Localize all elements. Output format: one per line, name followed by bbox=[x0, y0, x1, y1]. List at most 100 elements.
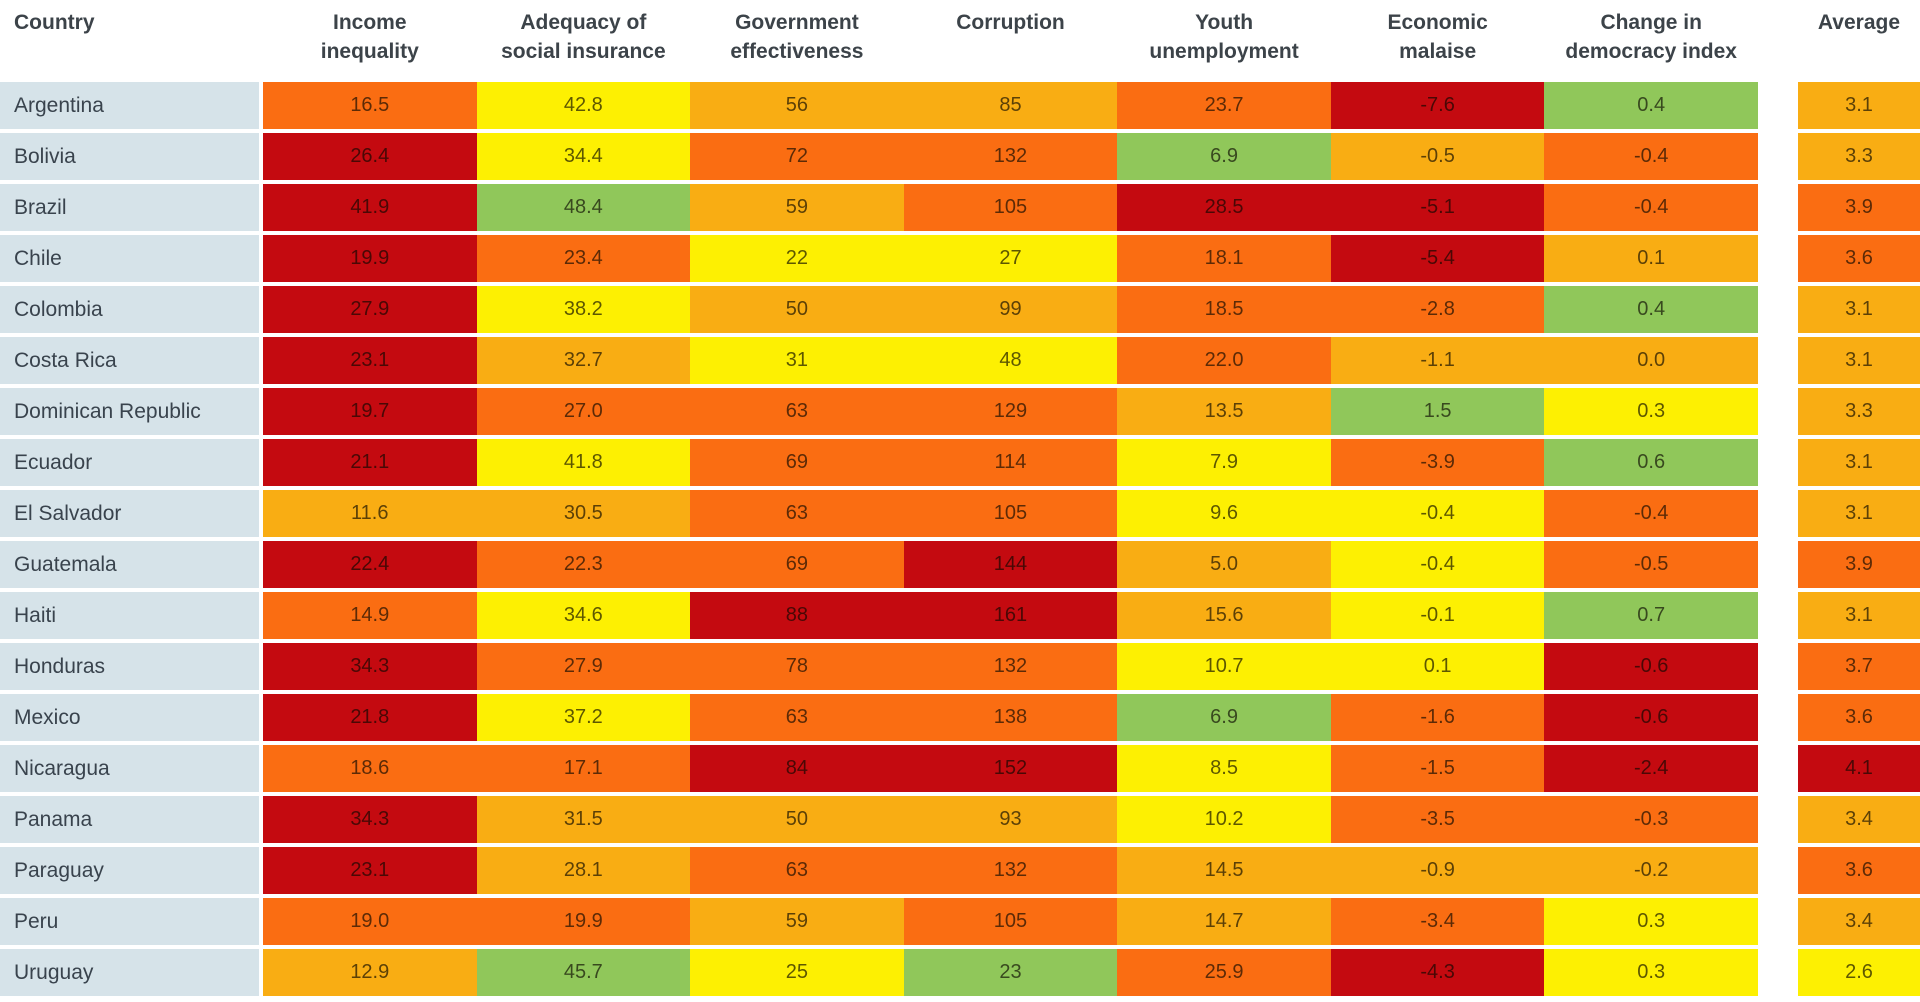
heat-cell-average: 3.6 bbox=[1797, 694, 1920, 741]
heat-cell-youth_unemployment: 15.6 bbox=[1117, 592, 1331, 639]
column-header-economic_malaise: Economic malaise bbox=[1331, 6, 1545, 66]
heat-cell-economic_malaise: -2.8 bbox=[1330, 286, 1545, 333]
column-header-change_democracy_index: Change in democracy index bbox=[1544, 6, 1758, 66]
heat-cell-average: 3.1 bbox=[1797, 82, 1920, 129]
heat-cell-youth_unemployment: 25.9 bbox=[1117, 949, 1331, 996]
country-label: Chile bbox=[0, 235, 263, 282]
heat-cell-youth_unemployment: 10.2 bbox=[1117, 796, 1331, 843]
heat-cell-corruption: 105 bbox=[903, 490, 1118, 537]
heat-cell-government_effectiveness: 69 bbox=[690, 541, 904, 588]
heat-cell-average: 3.4 bbox=[1797, 898, 1920, 945]
heat-cell-average: 3.3 bbox=[1797, 388, 1920, 435]
heat-cell-corruption: 48 bbox=[903, 337, 1118, 384]
heat-cell-average: 3.9 bbox=[1797, 184, 1920, 231]
heat-cell-government_effectiveness: 63 bbox=[690, 847, 904, 894]
heat-cell-government_effectiveness: 69 bbox=[690, 439, 904, 486]
table-row: Guatemala 22.4 22.3 69 144 5.0 -0.4 -0.5 3.9 bbox=[0, 541, 1920, 588]
country-label: Guatemala bbox=[0, 541, 263, 588]
heat-cell-change_democracy_index: 0.3 bbox=[1544, 388, 1758, 435]
row-spacer bbox=[1757, 184, 1798, 231]
column-header-line2: malaise bbox=[1399, 40, 1477, 63]
heat-cell-change_democracy_index: 0.3 bbox=[1544, 949, 1758, 996]
heat-cell-average: 3.1 bbox=[1797, 490, 1920, 537]
table-row: Costa Rica 23.1 32.7 31 48 22.0 -1.1 0.0 3.1 bbox=[0, 337, 1920, 384]
table-row: Nicaragua 18.6 17.1 84 152 8.5 -1.5 -2.4 4.1 bbox=[0, 745, 1920, 792]
column-header-average: Average bbox=[1798, 6, 1920, 37]
heat-cell-government_effectiveness: 78 bbox=[690, 643, 904, 690]
country-label: Costa Rica bbox=[0, 337, 263, 384]
column-header-country: Country bbox=[0, 6, 263, 37]
heat-cell-government_effectiveness: 59 bbox=[690, 898, 904, 945]
heat-cell-change_democracy_index: 0.6 bbox=[1544, 439, 1758, 486]
heat-cell-income_inequality: 23.1 bbox=[263, 337, 477, 384]
heat-cell-corruption: 99 bbox=[903, 286, 1118, 333]
heat-cell-change_democracy_index: 0.0 bbox=[1544, 337, 1758, 384]
table-row: Dominican Republic 19.7 27.0 63 129 13.5 1.5 0.… bbox=[0, 388, 1920, 435]
heat-cell-government_effectiveness: 50 bbox=[690, 286, 904, 333]
heat-cell-average: 4.1 bbox=[1797, 745, 1920, 792]
heat-cell-average: 3.1 bbox=[1797, 337, 1920, 384]
heat-cell-change_democracy_index: 0.1 bbox=[1544, 235, 1758, 282]
row-spacer bbox=[1757, 847, 1798, 894]
heat-cell-economic_malaise: -5.1 bbox=[1330, 184, 1545, 231]
heat-cell-economic_malaise: -0.5 bbox=[1330, 133, 1545, 180]
heat-cell-income_inequality: 34.3 bbox=[263, 643, 477, 690]
heat-cell-government_effectiveness: 88 bbox=[690, 592, 904, 639]
row-spacer bbox=[1757, 388, 1798, 435]
table-header-row: Country Income inequality Adequacy of social… bbox=[0, 0, 1920, 82]
heat-cell-average: 3.1 bbox=[1797, 592, 1920, 639]
table-row: Panama 34.3 31.5 50 93 10.2 -3.5 -0.3 3.4 bbox=[0, 796, 1920, 843]
row-spacer bbox=[1757, 949, 1798, 996]
heat-cell-economic_malaise: -0.4 bbox=[1330, 541, 1545, 588]
heat-cell-average: 3.4 bbox=[1797, 796, 1920, 843]
column-header-corruption: Corruption bbox=[904, 6, 1118, 37]
heat-cell-change_democracy_index: 0.4 bbox=[1544, 286, 1758, 333]
row-spacer bbox=[1757, 643, 1798, 690]
heat-cell-adequacy_social_insurance: 23.4 bbox=[476, 235, 691, 282]
heat-cell-change_democracy_index: -0.4 bbox=[1544, 133, 1758, 180]
column-header-line1: Corruption bbox=[956, 11, 1065, 34]
heat-cell-corruption: 85 bbox=[903, 82, 1118, 129]
heat-cell-youth_unemployment: 28.5 bbox=[1117, 184, 1331, 231]
heat-cell-income_inequality: 21.1 bbox=[263, 439, 477, 486]
heat-cell-adequacy_social_insurance: 17.1 bbox=[476, 745, 691, 792]
heat-cell-economic_malaise: -4.3 bbox=[1330, 949, 1545, 996]
column-header-income_inequality: Income inequality bbox=[263, 6, 477, 66]
heat-cell-youth_unemployment: 10.7 bbox=[1117, 643, 1331, 690]
country-label: Paraguay bbox=[0, 847, 263, 894]
heat-cell-average: 3.6 bbox=[1797, 847, 1920, 894]
row-spacer bbox=[1757, 796, 1798, 843]
column-header-line1: Income bbox=[333, 11, 407, 34]
heat-cell-adequacy_social_insurance: 22.3 bbox=[476, 541, 691, 588]
heat-cell-change_democracy_index: -0.4 bbox=[1544, 184, 1758, 231]
heat-cell-youth_unemployment: 22.0 bbox=[1117, 337, 1331, 384]
heat-cell-government_effectiveness: 63 bbox=[690, 388, 904, 435]
heat-cell-adequacy_social_insurance: 45.7 bbox=[476, 949, 691, 996]
heat-cell-economic_malaise: 0.1 bbox=[1330, 643, 1545, 690]
heat-cell-change_democracy_index: 0.3 bbox=[1544, 898, 1758, 945]
heat-cell-change_democracy_index: -0.2 bbox=[1544, 847, 1758, 894]
heat-cell-income_inequality: 11.6 bbox=[263, 490, 477, 537]
heat-cell-corruption: 129 bbox=[903, 388, 1118, 435]
heat-cell-adequacy_social_insurance: 32.7 bbox=[476, 337, 691, 384]
heat-cell-government_effectiveness: 84 bbox=[690, 745, 904, 792]
heat-cell-youth_unemployment: 18.5 bbox=[1117, 286, 1331, 333]
heat-cell-economic_malaise: -3.9 bbox=[1330, 439, 1545, 486]
country-label: Brazil bbox=[0, 184, 263, 231]
country-label: Nicaragua bbox=[0, 745, 263, 792]
heat-cell-income_inequality: 18.6 bbox=[263, 745, 477, 792]
row-spacer bbox=[1757, 745, 1798, 792]
country-label: Colombia bbox=[0, 286, 263, 333]
heat-cell-youth_unemployment: 14.5 bbox=[1117, 847, 1331, 894]
heat-cell-government_effectiveness: 22 bbox=[690, 235, 904, 282]
heat-cell-youth_unemployment: 8.5 bbox=[1117, 745, 1331, 792]
country-label: Haiti bbox=[0, 592, 263, 639]
heat-cell-government_effectiveness: 63 bbox=[690, 490, 904, 537]
heat-cell-income_inequality: 19.0 bbox=[263, 898, 477, 945]
heat-cell-corruption: 105 bbox=[903, 898, 1118, 945]
country-label: Uruguay bbox=[0, 949, 263, 996]
row-spacer bbox=[1757, 133, 1798, 180]
row-spacer bbox=[1757, 235, 1798, 282]
heat-cell-adequacy_social_insurance: 30.5 bbox=[476, 490, 691, 537]
